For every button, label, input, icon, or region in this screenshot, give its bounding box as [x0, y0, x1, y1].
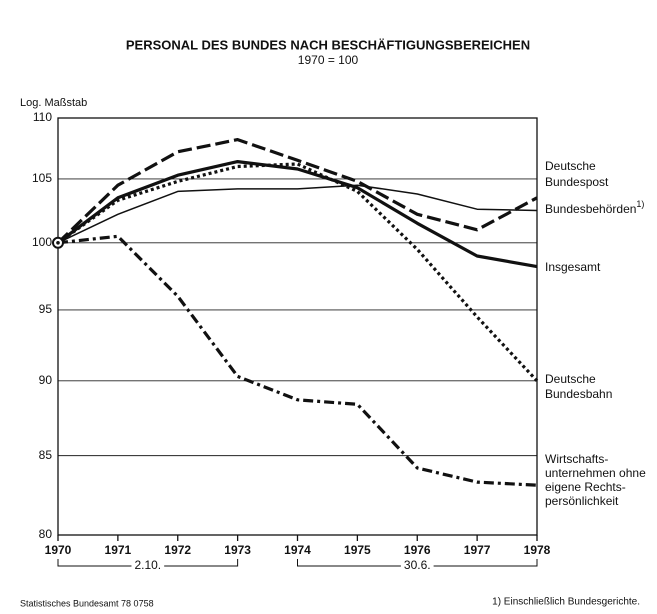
y-axis-label: Log. Maßstab — [20, 97, 87, 109]
y-tick-label: 90 — [39, 373, 53, 387]
x-tick-label: 1973 — [224, 543, 251, 557]
series-label: unternehmen ohne — [545, 466, 646, 480]
x-tick-label: 1972 — [164, 543, 191, 557]
y-tick-label: 80 — [39, 527, 53, 541]
period-label-bg — [400, 559, 434, 573]
y-tick-label: 85 — [39, 448, 53, 462]
x-tick-label: 1974 — [284, 543, 311, 557]
series-label: Wirtschafts- — [545, 452, 608, 466]
period-label-bg — [131, 559, 165, 573]
chart-title: PERSONAL DES BUNDES NACH BESCHÄFTIGUNGSB… — [126, 37, 530, 52]
x-tick-label: 1977 — [464, 543, 491, 557]
period-label: 2.10. — [134, 558, 161, 572]
x-tick-label: 1976 — [404, 543, 431, 557]
series-label: Bundespost — [545, 175, 609, 189]
y-tick-label: 110 — [33, 110, 52, 124]
x-tick-label: 1970 — [45, 543, 72, 557]
y-tick-label: 95 — [39, 302, 53, 316]
series-label: Deutsche — [545, 159, 596, 173]
x-tick-label: 1971 — [105, 543, 132, 557]
series-label: Bundesbahn — [545, 387, 612, 401]
series-line — [57, 184, 538, 244]
x-tick-label: 1975 — [344, 543, 371, 557]
origin-dot — [56, 241, 60, 245]
series-label: Deutsche — [545, 372, 596, 386]
series-label: Bundesbehörden1) — [545, 199, 644, 216]
footnote: 1) Einschließlich Bundesgerichte. — [492, 597, 640, 608]
period-label: 30.6. — [404, 558, 431, 572]
source: Statistisches Bundesamt 78 0758 — [20, 598, 154, 608]
y-tick-label: 100 — [32, 235, 52, 249]
footnote-marker: 1) — [636, 199, 644, 209]
x-tick-label: 1978 — [524, 543, 551, 557]
series-label: Insgesamt — [545, 260, 601, 274]
chart-subtitle: 1970 = 100 — [298, 53, 359, 67]
series-line — [57, 160, 538, 269]
y-tick-label: 105 — [32, 171, 52, 185]
series-label: persönlichkeit — [545, 494, 619, 508]
series-label: eigene Rechts- — [545, 480, 626, 494]
series-line — [57, 234, 538, 487]
series-line — [56, 138, 538, 244]
